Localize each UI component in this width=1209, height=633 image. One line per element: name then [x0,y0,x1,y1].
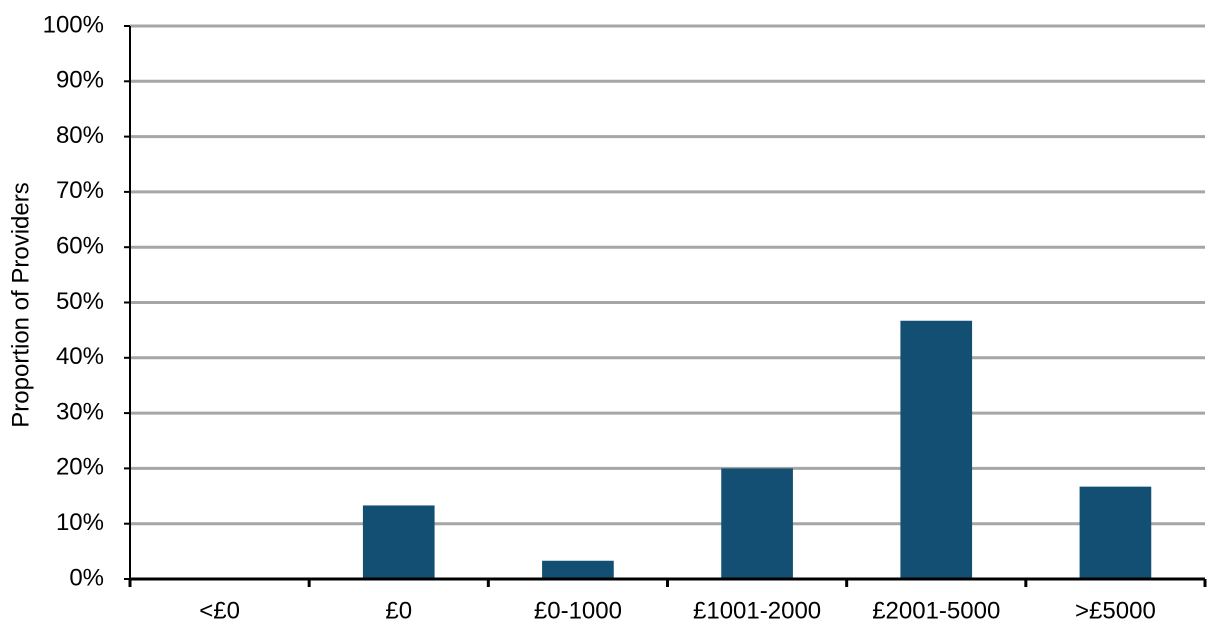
y-tick-label: 60% [56,233,104,260]
y-tick-label: 30% [56,398,104,425]
x-tick-label: £1001-2000 [693,597,821,624]
bar [362,505,435,579]
y-tick-label: 70% [56,177,104,204]
y-axis-label: Proportion of Providers [7,182,34,427]
y-tick-label: 10% [56,509,104,536]
x-tick-label: £2001-5000 [872,597,1000,624]
bar [1079,486,1152,579]
x-tick-label: £0 [385,597,412,624]
y-tick-label: 20% [56,454,104,481]
x-tick-label: >£5000 [1075,597,1156,624]
y-tick-label: 50% [56,288,104,315]
y-tick-label: 90% [56,67,104,94]
y-tick-label: 0% [69,564,104,591]
y-tick-label: 100% [43,11,104,38]
y-tick-label: 40% [56,343,104,370]
bar [900,320,973,579]
x-tick-label: <£0 [199,597,240,624]
bar [542,560,614,579]
y-tick-label: 80% [56,122,104,149]
bar [721,468,793,579]
x-tick-label: £0-1000 [534,597,622,624]
